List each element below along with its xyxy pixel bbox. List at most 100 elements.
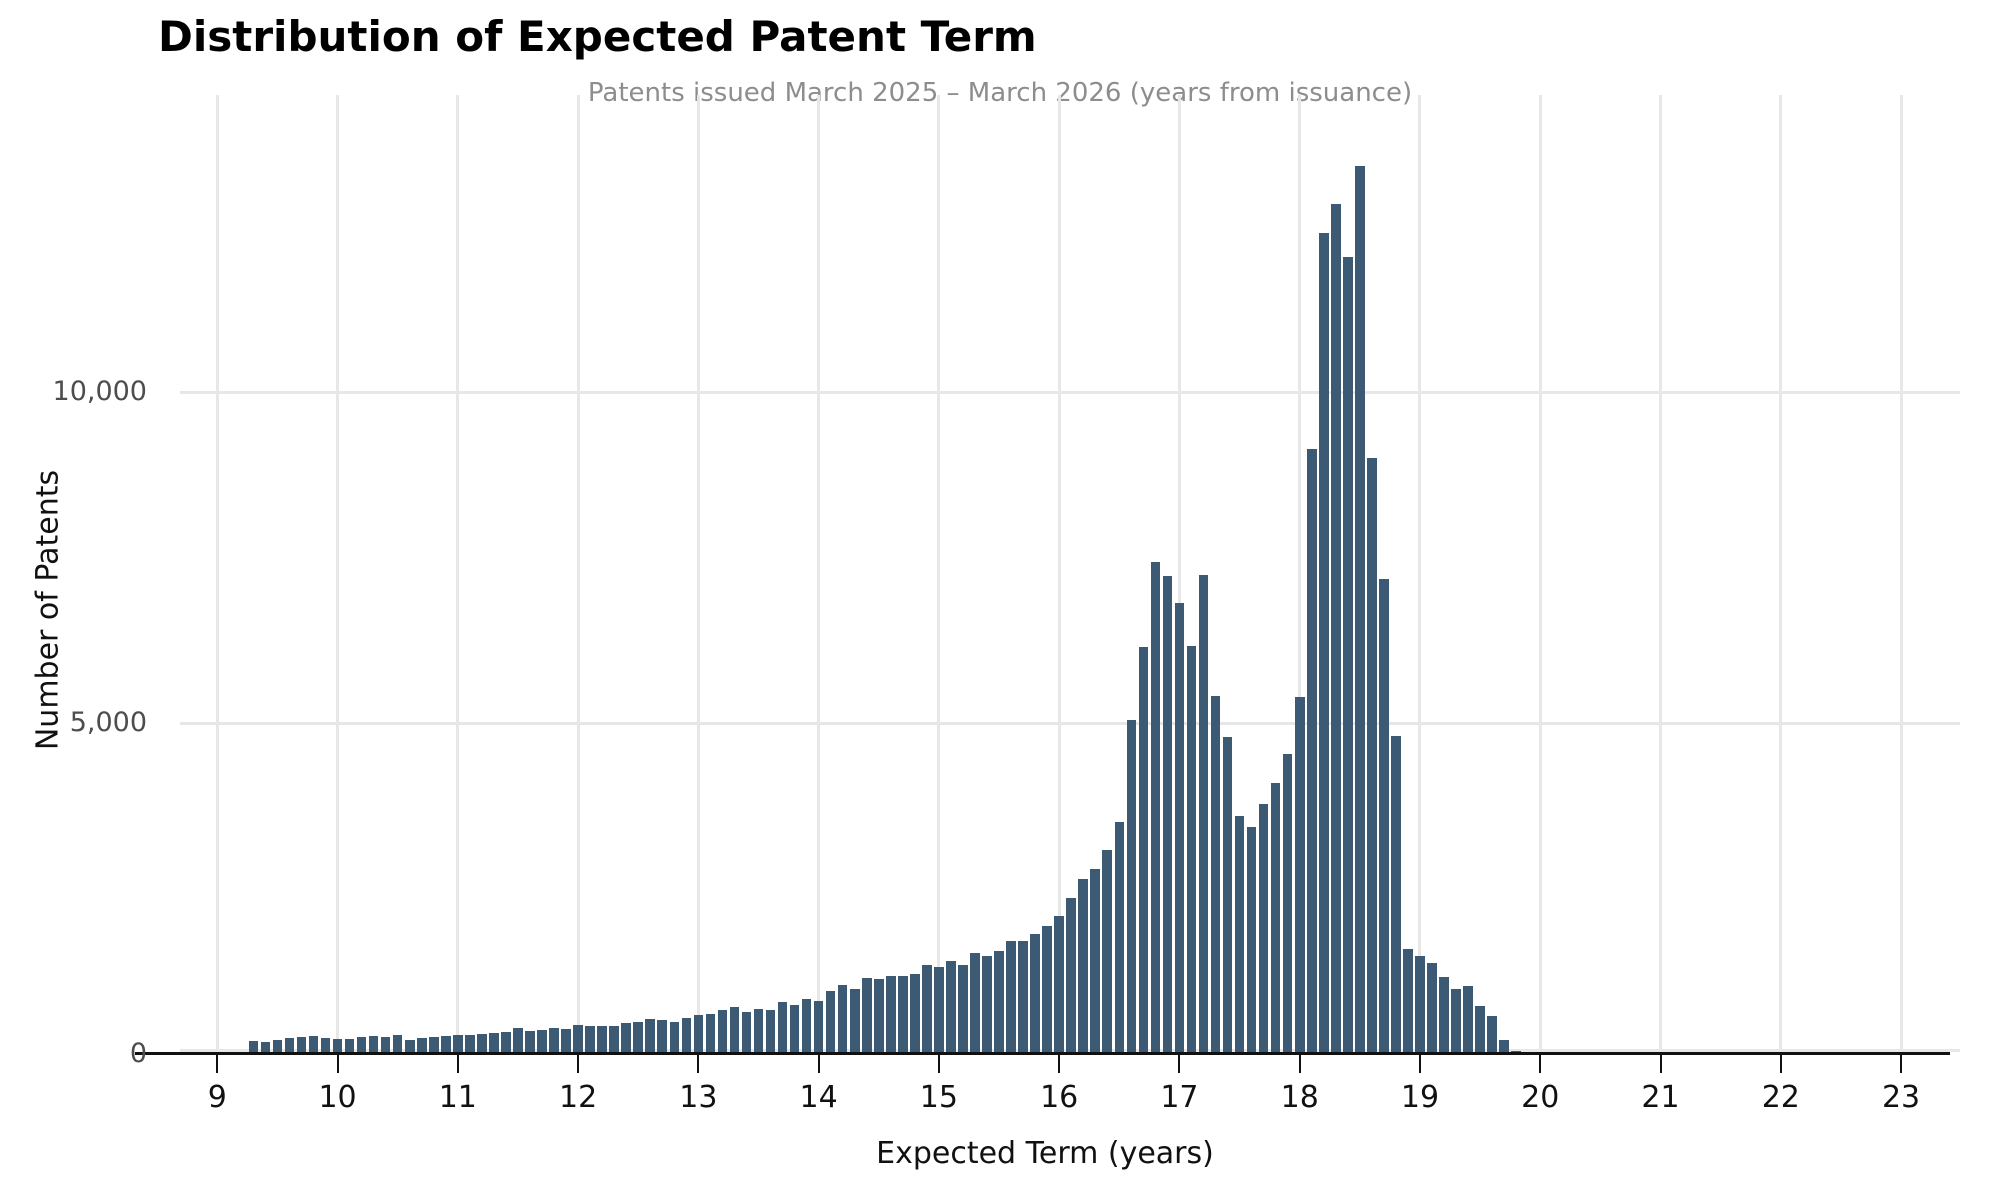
histogram-bar [465,1034,475,1054]
histogram-bar [813,1001,824,1054]
histogram-bar [825,991,836,1054]
histogram-bar [1174,602,1185,1054]
histogram-bar [1258,804,1269,1054]
histogram-bar [320,1038,331,1054]
histogram-bar [801,999,812,1054]
histogram-bar [1415,956,1425,1054]
histogram-bar [753,1008,764,1054]
histogram-bar [368,1036,379,1054]
x-tick-label: 12 [559,1080,598,1115]
vertical-gridline [696,95,700,1054]
histogram-bar [1294,696,1305,1054]
histogram-bar [453,1035,463,1054]
histogram-bar [416,1038,427,1054]
histogram-bar [489,1033,499,1054]
plot-area [180,95,1960,1054]
x-tick-mark [817,1055,820,1073]
x-tick-label: 14 [799,1080,838,1115]
histogram-bar [597,1026,607,1054]
histogram-bar [1210,695,1221,1054]
histogram-bar [693,1014,704,1054]
histogram-bar [765,1010,776,1054]
histogram-bar [1138,646,1149,1054]
horizontal-gridline [180,721,1960,725]
x-tick-label: 22 [1761,1080,1800,1115]
histogram-bar [1162,576,1173,1054]
histogram-bar [1330,203,1341,1054]
histogram-bar [477,1034,487,1054]
histogram-bar [585,1026,595,1054]
x-tick-mark [1539,1055,1542,1073]
histogram-bar [1150,561,1161,1054]
x-tick-mark [577,1055,580,1073]
histogram-bar [1186,646,1197,1054]
vertical-gridline [1899,95,1903,1054]
histogram-bar [910,973,920,1054]
histogram-bar [1006,940,1016,1054]
x-tick-label: 10 [318,1080,357,1115]
y-tick-label: 10,000 [52,376,147,408]
histogram-bar [272,1039,283,1054]
histogram-bar [1306,449,1317,1054]
histogram-bar [356,1037,367,1054]
histogram-bar [1054,916,1064,1054]
histogram-bar [705,1013,716,1054]
vertical-gridline [1538,95,1542,1054]
histogram-bar [332,1038,343,1054]
histogram-bar [898,975,908,1054]
histogram-bar [621,1022,631,1054]
histogram-bar [1367,457,1377,1054]
x-tick-mark [336,1055,339,1073]
histogram-bar [633,1021,644,1054]
histogram-bar [885,975,896,1054]
histogram-bar [681,1018,692,1054]
histogram-bar [729,1007,740,1054]
histogram-bar [1439,976,1449,1054]
histogram-bar [537,1030,547,1054]
x-tick-label: 15 [919,1080,958,1115]
x-tick-mark [697,1055,700,1073]
histogram-bar [1042,925,1052,1054]
histogram-bar [669,1022,680,1054]
vertical-gridline [1057,95,1061,1054]
x-tick-label: 17 [1160,1080,1199,1115]
histogram-bar [1114,822,1125,1054]
histogram-bar [1379,579,1389,1054]
histogram-bar [1282,754,1293,1054]
histogram-bar [741,1011,752,1054]
x-axis-title: Expected Term (years) [876,1136,1214,1171]
histogram-bar [296,1037,307,1054]
histogram-bar [1270,782,1281,1054]
x-tick-mark [1178,1055,1181,1073]
histogram-bar [958,965,968,1054]
y-tick-label: 5,000 [69,707,147,739]
histogram-bar [777,1002,788,1054]
histogram-bar [561,1028,571,1054]
x-tick-label: 9 [207,1080,227,1115]
histogram-bar [609,1025,619,1054]
histogram-bar [404,1039,415,1054]
histogram-bar [284,1038,295,1054]
chart-subtitle: Patents issued March 2025 – March 2026 (… [587,78,1413,108]
histogram-bar [573,1024,583,1054]
histogram-bar [501,1032,511,1054]
chart-title: Distribution of Expected Patent Term [158,12,1037,61]
histogram-bar [982,956,992,1054]
histogram-bar [260,1041,271,1054]
histogram-bar [1198,574,1209,1054]
x-tick-mark [1418,1055,1421,1073]
y-axis-title: Number of Patents [30,469,66,751]
vertical-gridline [1177,95,1181,1054]
vertical-gridline [336,95,340,1054]
histogram-bar [392,1035,403,1054]
histogram-bar [344,1039,355,1054]
vertical-gridline [1298,95,1302,1054]
vertical-gridline [1418,95,1422,1054]
x-tick-mark [1900,1055,1903,1073]
histogram-bar [1343,257,1353,1054]
histogram-bar [994,951,1004,1054]
y-tick-label: 0 [129,1038,147,1069]
x-tick-label: 18 [1280,1080,1319,1115]
histogram-bar [837,984,848,1054]
x-tick-mark [1659,1055,1662,1073]
